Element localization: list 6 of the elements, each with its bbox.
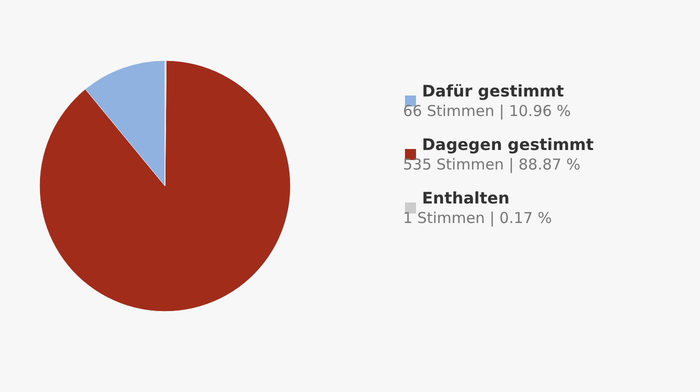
data-label: 535 Stimmen | 88.87 %: [403, 156, 580, 174]
legend-label: Dafür gestimmt: [422, 82, 564, 100]
data-label: 66 Stimmen | 10.96 %: [403, 102, 571, 120]
data-label: 1 Stimmen | 0.17 %: [403, 209, 552, 227]
legend-label: Dagegen gestimmt: [422, 135, 594, 154]
legend-label: Enthalten: [422, 188, 510, 208]
